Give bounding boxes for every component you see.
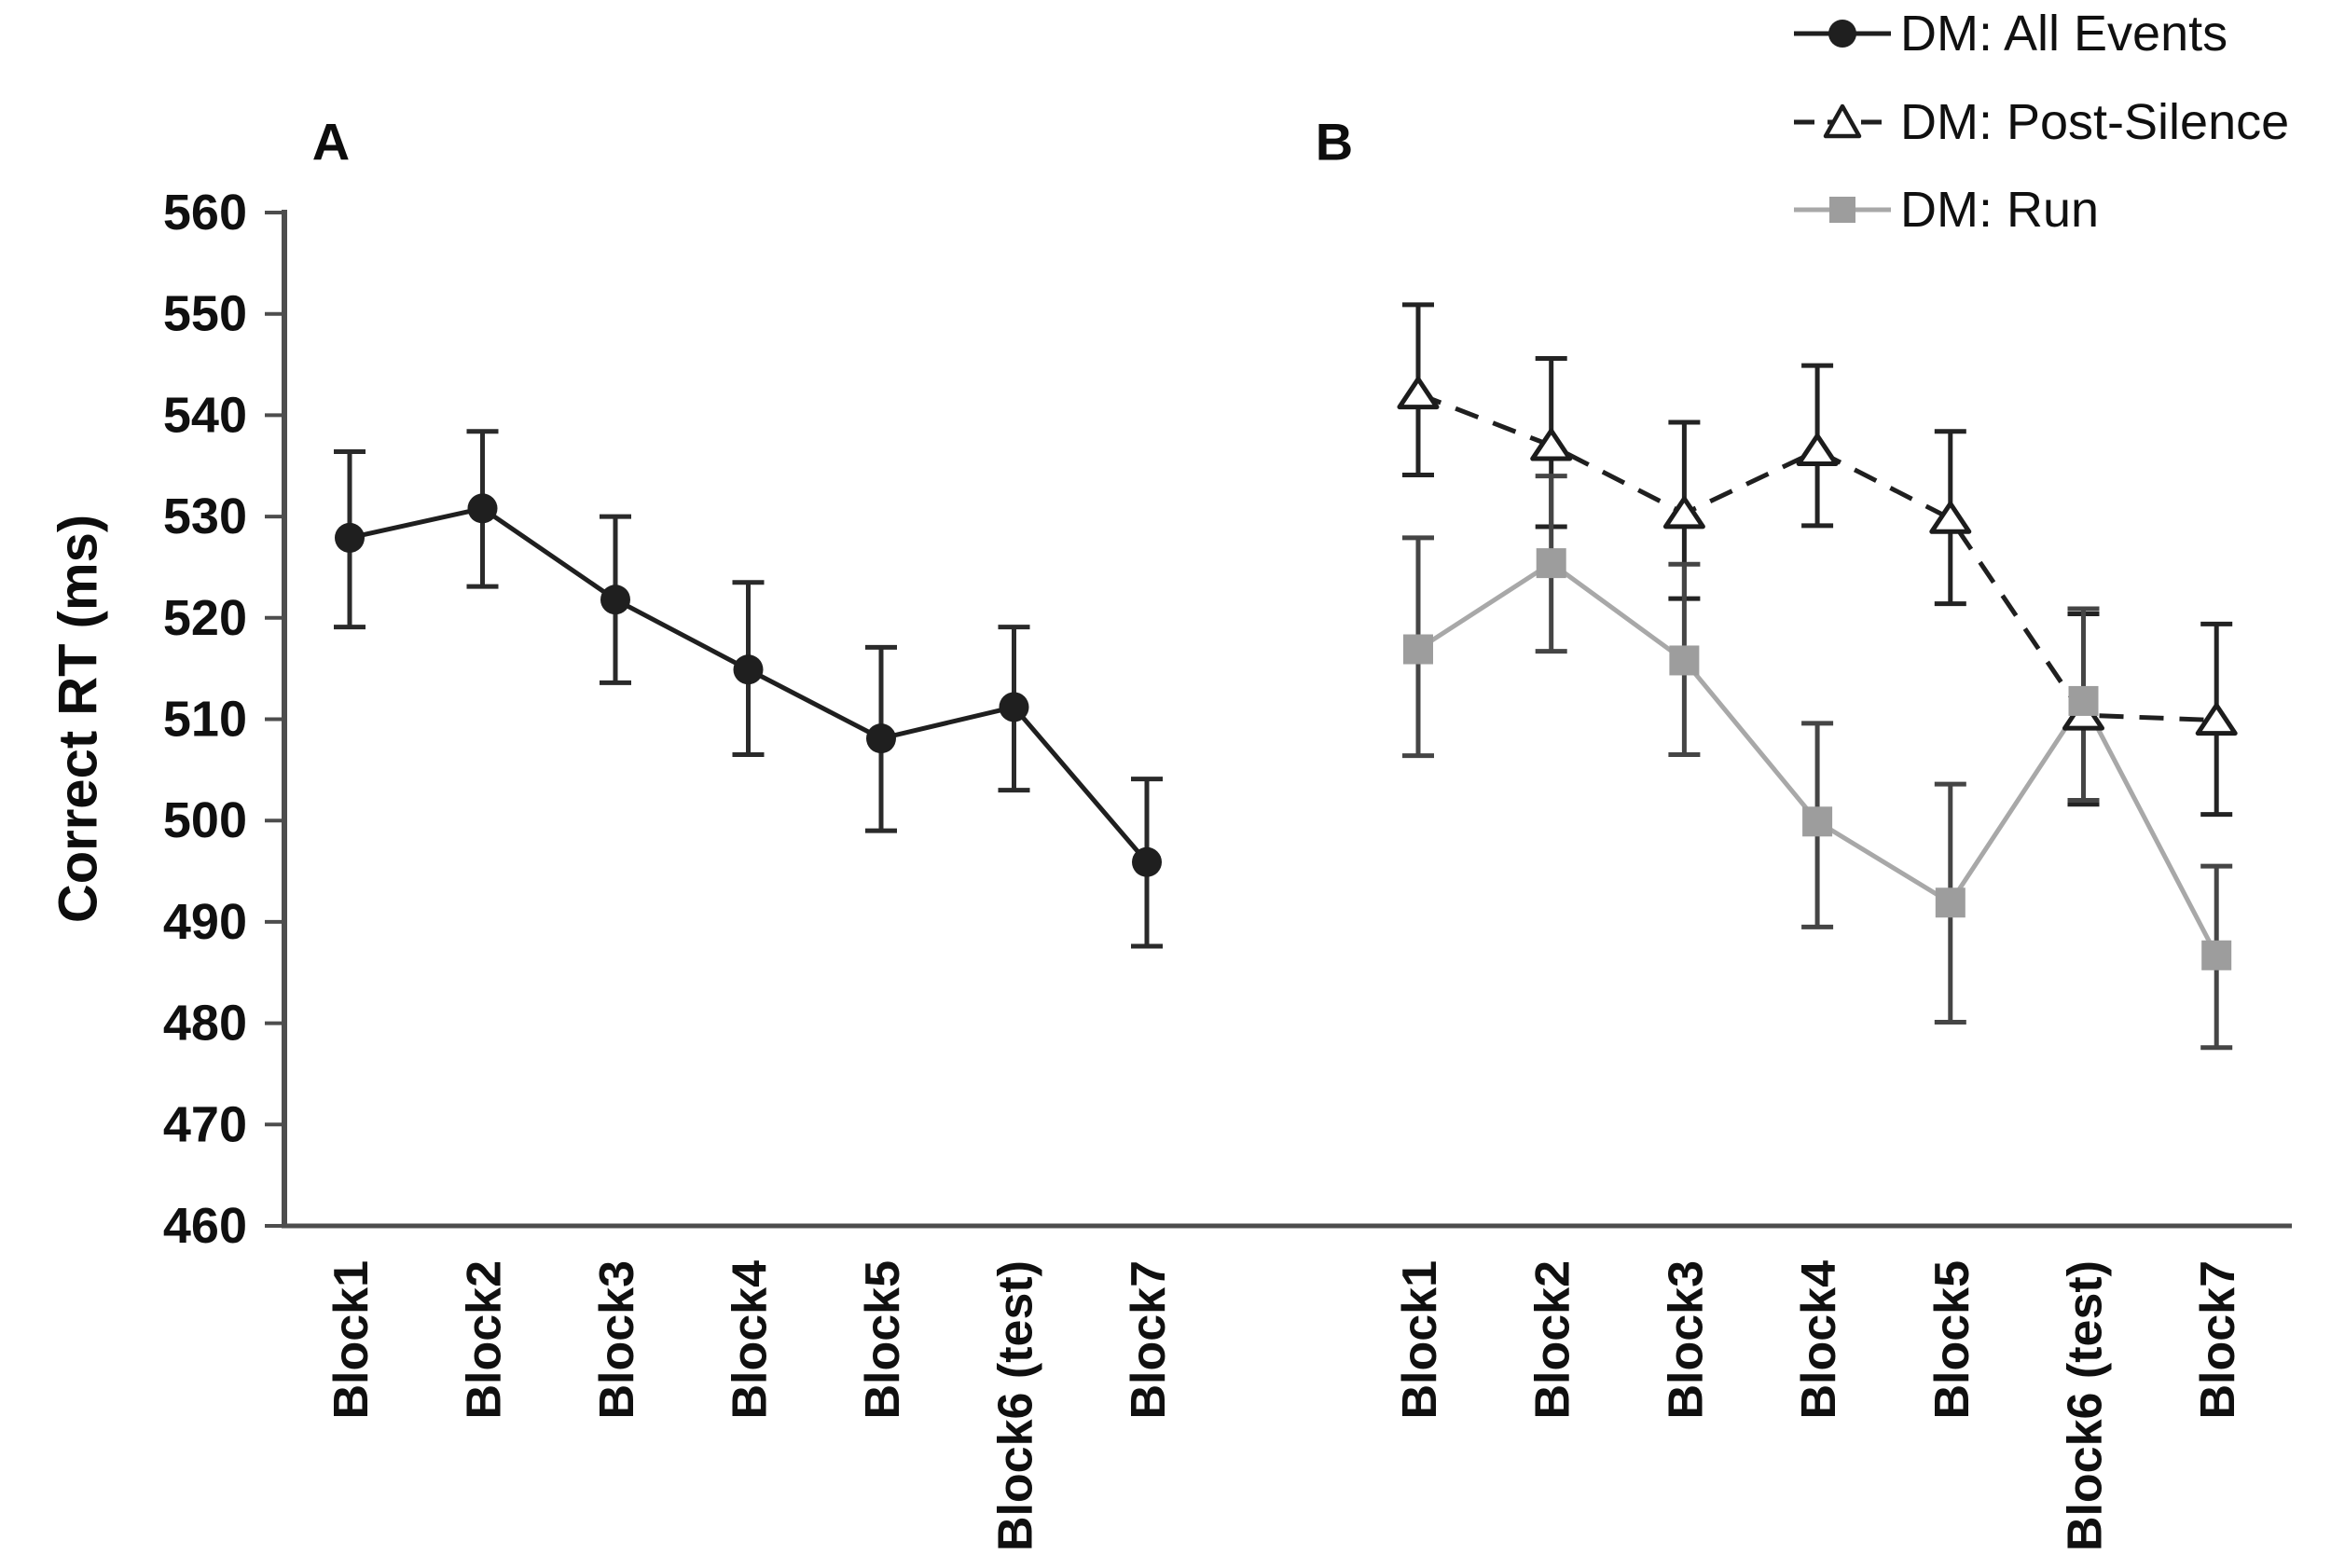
legend-square-icon bbox=[1829, 197, 1855, 223]
data-point-marker-circle bbox=[600, 585, 630, 615]
data-point-marker-circle bbox=[467, 493, 498, 524]
legend-item-run: DM: Run bbox=[1792, 181, 2099, 239]
y-axis-title: Correct RT (ms) bbox=[48, 514, 109, 924]
legend-label: DM: Run bbox=[1900, 182, 2100, 238]
x-tick-label: Block3 bbox=[1659, 1260, 1713, 1420]
x-tick-label: Block1 bbox=[1393, 1260, 1447, 1420]
y-tick-label: 470 bbox=[163, 1096, 247, 1152]
x-tick-label: Block7 bbox=[2191, 1260, 2245, 1420]
data-point-marker-square bbox=[1935, 887, 1965, 918]
x-tick-label: Block4 bbox=[724, 1260, 778, 1420]
x-tick-label: Block7 bbox=[1122, 1260, 1176, 1420]
x-tick-label: Block2 bbox=[1526, 1260, 1580, 1420]
data-point-marker-square bbox=[2068, 685, 2099, 716]
legend-circle-icon bbox=[1828, 20, 1856, 48]
data-point-marker-circle bbox=[733, 654, 764, 685]
data-point-marker-square bbox=[1669, 645, 1700, 676]
data-point-marker-triangle bbox=[1796, 433, 1839, 466]
y-tick-label: 560 bbox=[163, 185, 247, 241]
x-tick-label: Block6 (test) bbox=[989, 1260, 1043, 1551]
data-point-marker-square bbox=[1403, 634, 1433, 665]
legend-marker-open-triangle bbox=[1794, 103, 1891, 139]
legend-label: DM: Post-Silence bbox=[1900, 94, 2290, 150]
data-point-marker-circle bbox=[866, 723, 896, 754]
y-tick-label: 480 bbox=[163, 996, 247, 1052]
legend-triangle-icon bbox=[1823, 103, 1862, 139]
x-tick-label: Block3 bbox=[590, 1260, 644, 1420]
data-point-marker-triangle bbox=[1662, 496, 1705, 530]
legend-label: DM: All Events bbox=[1900, 6, 2228, 62]
y-tick-label: 510 bbox=[163, 692, 247, 748]
data-point-marker-circle bbox=[1132, 846, 1162, 877]
y-tick-label: 490 bbox=[163, 894, 247, 950]
y-tick-label: 550 bbox=[163, 286, 247, 342]
panel-a-label: A bbox=[311, 112, 351, 172]
legend-marker-filled-square bbox=[1794, 197, 1891, 223]
data-point-marker-square bbox=[1536, 548, 1566, 579]
data-point-marker-triangle bbox=[1530, 428, 1573, 461]
x-tick-label: Block1 bbox=[324, 1260, 379, 1420]
x-tick-label: Block4 bbox=[1792, 1260, 1846, 1420]
y-tick-label: 500 bbox=[163, 792, 247, 848]
data-point-marker-square bbox=[1802, 806, 1833, 837]
y-tick-label: 520 bbox=[163, 590, 247, 646]
data-point-marker-circle bbox=[335, 522, 365, 553]
data-point-marker-triangle bbox=[1397, 377, 1440, 410]
x-tick-label: Block5 bbox=[856, 1260, 910, 1420]
x-tick-label: Block6 (test) bbox=[2059, 1260, 2113, 1551]
data-point-marker-triangle bbox=[2195, 703, 2238, 736]
legend-item-post-silence: DM: Post-Silence bbox=[1792, 93, 2289, 151]
x-tick-label: Block5 bbox=[1925, 1260, 1979, 1420]
panel-b-label: B bbox=[1315, 112, 1354, 172]
data-point-marker-triangle bbox=[1929, 501, 1972, 534]
y-tick-label: 530 bbox=[163, 488, 247, 544]
data-point-marker-circle bbox=[999, 692, 1029, 722]
data-point-marker-square bbox=[2201, 940, 2232, 970]
y-tick-label: 540 bbox=[163, 387, 247, 443]
legend-marker-filled-circle bbox=[1794, 20, 1891, 48]
legend-item-all-events: DM: All Events bbox=[1792, 5, 2228, 62]
y-tick-label: 460 bbox=[163, 1198, 247, 1254]
x-tick-label: Block2 bbox=[458, 1260, 512, 1420]
